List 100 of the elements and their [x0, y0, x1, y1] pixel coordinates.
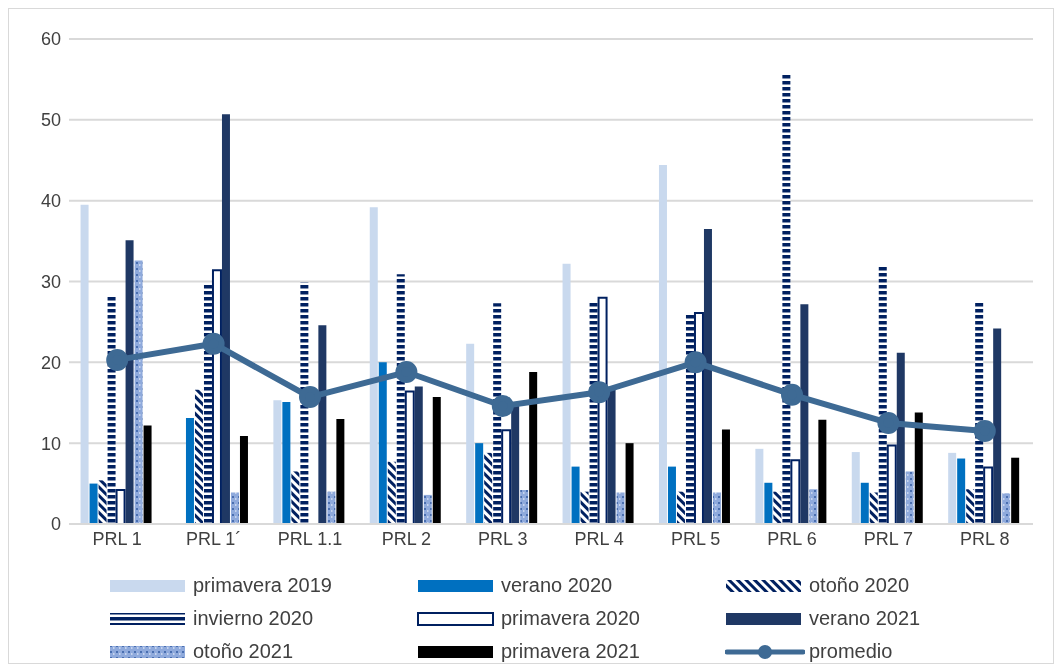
- point: [781, 383, 803, 406]
- bar: [957, 458, 966, 524]
- y-tick-label: 0: [50, 514, 61, 535]
- bar: [493, 303, 502, 524]
- bar: [291, 471, 300, 524]
- bar: [423, 494, 432, 524]
- bar: [589, 302, 598, 524]
- bar: [782, 72, 791, 524]
- bar: [432, 397, 441, 524]
- bar: [667, 466, 676, 524]
- bar: [571, 466, 580, 524]
- bar: [98, 480, 107, 524]
- y-tick-label: 40: [40, 191, 61, 212]
- y-tick-label: 10: [40, 433, 61, 454]
- bar: [712, 492, 721, 524]
- bar: [860, 482, 869, 524]
- bar: [282, 401, 291, 524]
- bar: [703, 228, 712, 524]
- bar: [983, 466, 994, 524]
- bar: [685, 313, 694, 524]
- bar: [327, 491, 336, 524]
- bar: [1011, 457, 1020, 524]
- legend-label: primavera 2020: [501, 607, 640, 630]
- bar: [809, 489, 818, 524]
- bar: [818, 419, 827, 524]
- legend-label: primavera 2021: [501, 640, 640, 663]
- bar: [764, 482, 773, 524]
- x-tick-label: PRL 1: [92, 528, 142, 549]
- point: [877, 411, 900, 434]
- y-tick-label: 30: [40, 271, 61, 292]
- bar: [869, 492, 878, 524]
- bar: [125, 240, 134, 524]
- bar: [80, 204, 89, 524]
- x-tick-label: PRL 6: [767, 528, 817, 549]
- bar: [693, 312, 704, 524]
- bar: [221, 114, 230, 524]
- x-tick-label: PRL 5: [670, 528, 721, 549]
- bar: [562, 263, 571, 524]
- bar: [336, 418, 345, 524]
- legend-label: primavera 2019: [193, 574, 332, 597]
- bar: [396, 274, 405, 524]
- bar: [194, 389, 203, 524]
- bar: [1002, 493, 1011, 524]
- point: [106, 348, 129, 371]
- point: [588, 381, 611, 404]
- bar: [378, 362, 387, 524]
- bar: [755, 448, 764, 524]
- bar: [475, 443, 484, 524]
- bar: [414, 386, 423, 524]
- x-tick-label: PRL 2: [381, 528, 432, 549]
- point: [202, 332, 225, 355]
- y-tick-label: 20: [40, 352, 61, 373]
- legend-label: invierno 2020: [193, 607, 314, 630]
- legend-label: verano 2020: [501, 574, 613, 597]
- bar: [625, 443, 634, 524]
- bar: [851, 452, 860, 524]
- bar: [580, 491, 589, 524]
- bar: [211, 269, 222, 524]
- bar: [896, 352, 905, 524]
- legend-label: verano 2021: [809, 607, 921, 630]
- legend-label: otoño 2020: [809, 574, 910, 597]
- bar: [387, 461, 396, 524]
- bar: [466, 343, 475, 524]
- bar: [597, 296, 608, 524]
- bar: [203, 283, 212, 524]
- bar: [404, 390, 415, 524]
- bar: [607, 389, 616, 524]
- point: [973, 420, 996, 443]
- bar: [484, 452, 493, 524]
- point: [395, 361, 418, 384]
- x-tick-label: PRL 3: [478, 528, 528, 549]
- bar: [975, 302, 984, 524]
- bar: [676, 491, 685, 524]
- bar: [616, 492, 625, 524]
- bar: [239, 435, 248, 524]
- bar: [318, 325, 327, 524]
- bar: [948, 452, 957, 524]
- y-tick-label: 60: [40, 29, 61, 50]
- bar: [966, 489, 975, 524]
- bar: [886, 444, 897, 524]
- legend-label: otoño 2021: [193, 640, 294, 663]
- bar: [905, 471, 914, 524]
- bar: [115, 489, 126, 524]
- bar: [501, 429, 512, 524]
- point: [684, 351, 707, 374]
- point: [299, 386, 321, 409]
- bar: [107, 295, 116, 524]
- legend-label: promedio: [809, 640, 893, 663]
- bar: [790, 459, 801, 524]
- bar: [369, 207, 378, 524]
- bar: [658, 165, 667, 524]
- bar: [529, 372, 538, 524]
- bar: [773, 491, 782, 524]
- bar: [89, 483, 98, 524]
- bar: [511, 405, 520, 524]
- bar: [878, 266, 887, 524]
- bar: [520, 490, 529, 524]
- bar: [185, 418, 194, 524]
- point: [491, 394, 514, 417]
- x-tick-label: PRL 4: [574, 528, 624, 549]
